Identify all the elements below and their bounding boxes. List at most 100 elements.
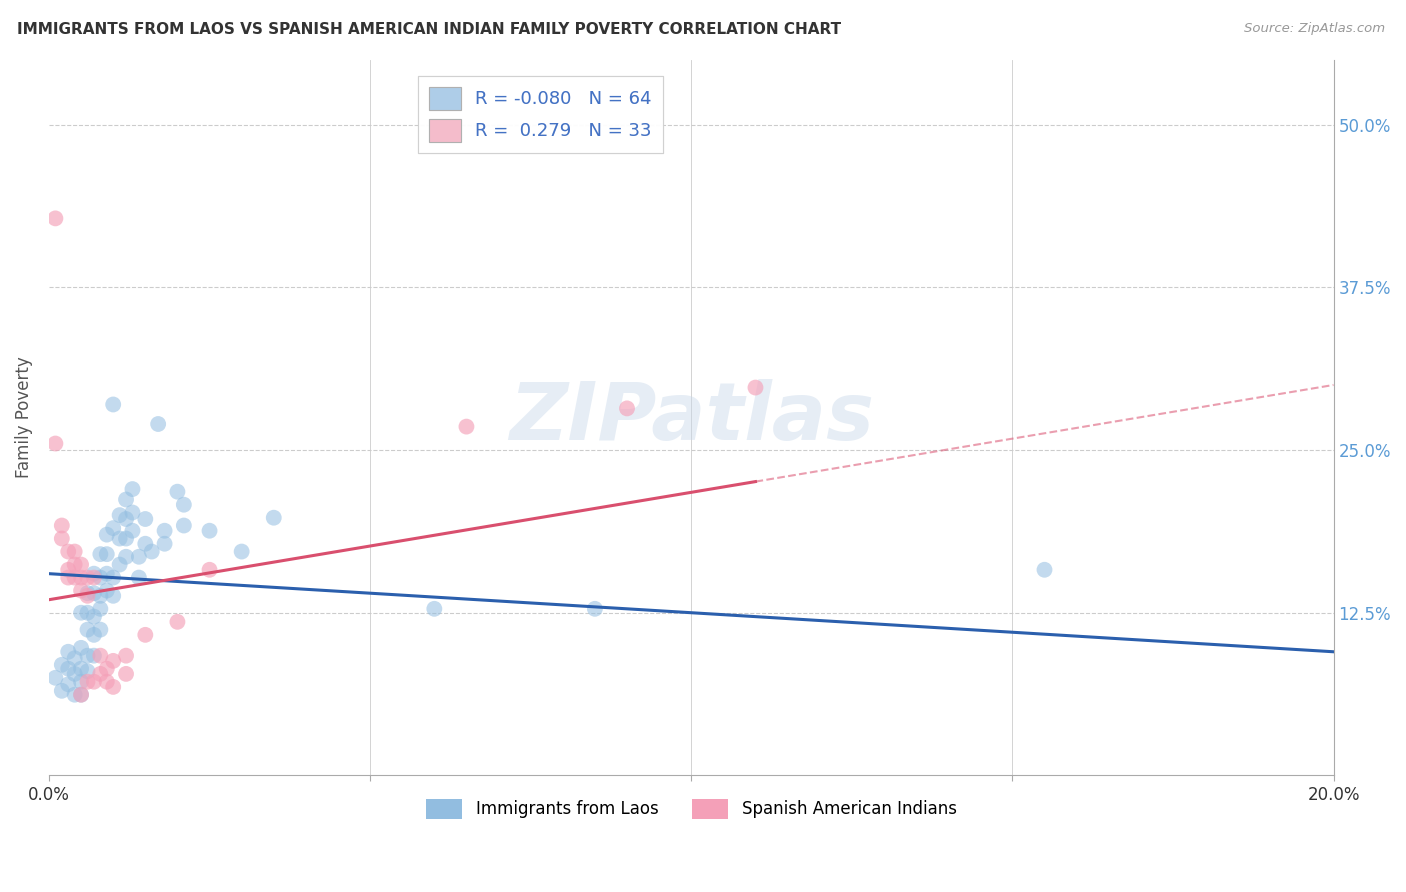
Point (96, 566, 118, 581)
Point (96, 662, 118, 676)
Point (121, 482, 143, 496)
Point (58, 662, 80, 676)
Point (115, 492, 138, 507)
Legend: Immigrants from Laos, Spanish American Indians: Immigrants from Laos, Spanish American I… (419, 792, 963, 825)
Point (134, 628, 156, 642)
Point (103, 589, 125, 603)
Point (83, 566, 105, 581)
Point (103, 654, 125, 668)
Text: Source: ZipAtlas.com: Source: ZipAtlas.com (1244, 22, 1385, 36)
Point (198, 563, 221, 577)
Point (103, 571, 125, 585)
Point (51, 532, 73, 546)
Point (96, 547, 118, 561)
Point (51, 518, 73, 533)
Point (89, 547, 111, 561)
Point (76, 606, 98, 620)
Point (83, 609, 105, 624)
Point (89, 589, 111, 603)
Point (115, 549, 138, 564)
Point (115, 666, 138, 681)
Point (63, 688, 86, 702)
Point (231, 544, 253, 558)
Point (108, 558, 131, 572)
Point (166, 484, 188, 499)
Point (89, 571, 111, 585)
Point (83, 571, 105, 585)
Point (83, 628, 105, 642)
Point (96, 674, 118, 689)
Point (70, 662, 93, 676)
Text: ZIPatlas: ZIPatlas (509, 378, 873, 457)
Point (173, 498, 195, 512)
Point (70, 674, 93, 689)
Point (96, 527, 118, 541)
Point (134, 537, 156, 551)
Point (63, 544, 86, 558)
Point (63, 558, 86, 572)
Point (89, 602, 111, 616)
Point (76, 648, 98, 663)
Point (121, 506, 143, 520)
Point (103, 521, 125, 535)
Point (616, 401, 638, 416)
Point (76, 571, 98, 585)
Point (83, 648, 105, 663)
Point (83, 586, 105, 600)
Point (63, 571, 86, 585)
Point (89, 623, 111, 637)
Point (58, 544, 80, 558)
Point (103, 397, 125, 411)
Point (423, 602, 446, 616)
Point (1033, 563, 1056, 577)
Point (166, 615, 188, 629)
Point (583, 602, 606, 616)
Point (70, 640, 93, 655)
Point (96, 583, 118, 598)
Point (58, 645, 80, 659)
Point (63, 666, 86, 681)
Point (115, 512, 138, 526)
Text: IMMIGRANTS FROM LAOS VS SPANISH AMERICAN INDIAN FAMILY POVERTY CORRELATION CHART: IMMIGRANTS FROM LAOS VS SPANISH AMERICAN… (17, 22, 841, 37)
Point (134, 512, 156, 526)
Point (70, 688, 93, 702)
Point (103, 680, 125, 694)
Point (744, 380, 766, 394)
Point (115, 532, 138, 546)
Point (198, 524, 221, 538)
Point (141, 544, 163, 558)
Point (128, 571, 150, 585)
Point (173, 518, 195, 533)
Point (58, 563, 80, 577)
Point (70, 606, 93, 620)
Point (70, 688, 93, 702)
Point (76, 674, 98, 689)
Point (51, 657, 73, 672)
Point (70, 571, 93, 585)
Point (121, 524, 143, 538)
Point (83, 674, 105, 689)
Point (76, 665, 98, 679)
Legend: R = -0.080   N = 64, R =  0.279   N = 33: R = -0.080 N = 64, R = 0.279 N = 33 (418, 76, 662, 153)
Point (44, 436, 66, 450)
Point (76, 586, 98, 600)
Point (58, 677, 80, 691)
Point (51, 683, 73, 698)
Point (115, 648, 138, 663)
Point (44, 671, 66, 685)
Point (146, 417, 169, 431)
Y-axis label: Family Poverty: Family Poverty (15, 357, 32, 478)
Point (70, 558, 93, 572)
Point (44, 211, 66, 226)
Point (89, 666, 111, 681)
Point (76, 623, 98, 637)
Point (153, 537, 176, 551)
Point (108, 508, 131, 522)
Point (89, 648, 111, 663)
Point (456, 419, 478, 434)
Point (108, 532, 131, 546)
Point (58, 571, 80, 585)
Point (128, 549, 150, 564)
Point (70, 583, 93, 598)
Point (263, 510, 285, 524)
